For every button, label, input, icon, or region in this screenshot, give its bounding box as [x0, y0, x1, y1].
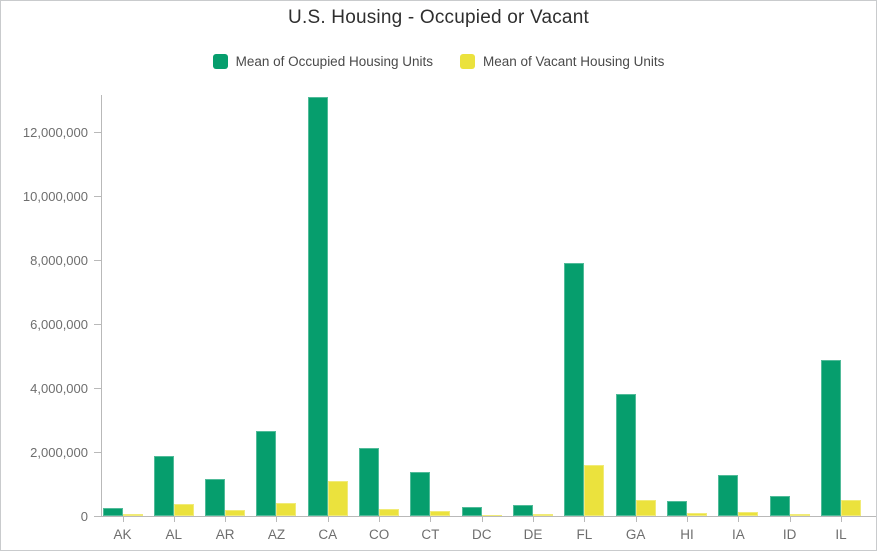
x-tick-label: FL [576, 527, 593, 542]
bar-vacant-AL[interactable] [173, 504, 194, 516]
bar-occupied-HI[interactable] [667, 501, 688, 516]
bar-vacant-AZ[interactable] [276, 503, 297, 516]
x-tick [327, 517, 329, 522]
x-axis-line [101, 516, 876, 517]
bar-occupied-DE[interactable] [513, 505, 534, 516]
occupied-swatch-icon [212, 54, 228, 69]
y-tick-label: 0 [80, 508, 88, 524]
y-tick-label: 6,000,000 [30, 316, 88, 332]
y-tick-label: 2,000,000 [30, 444, 88, 460]
x-tick [379, 517, 381, 522]
y-tick [94, 132, 101, 133]
x-tick-label: AZ [267, 527, 286, 542]
x-tick-label: AR [215, 527, 235, 542]
x-tick [533, 517, 535, 522]
x-tick [481, 517, 483, 522]
chart-title: U.S. Housing - Occupied or Vacant [288, 7, 589, 28]
x-tick [225, 517, 227, 522]
bar-occupied-AK[interactable] [102, 508, 123, 516]
bar-occupied-CT[interactable] [410, 472, 431, 516]
x-tick-label: AL [165, 527, 183, 542]
x-tick-label: CT [421, 527, 440, 542]
legend: Mean of Occupied Housing Units Mean of V… [1, 54, 876, 69]
x-tick [687, 517, 689, 522]
bar-occupied-GA[interactable] [615, 394, 636, 516]
bar-vacant-AR[interactable] [225, 510, 246, 516]
bar-occupied-CA[interactable] [307, 97, 328, 516]
bar-occupied-IL[interactable] [820, 360, 841, 516]
bar-occupied-AL[interactable] [153, 456, 174, 516]
bar-vacant-IL[interactable] [840, 500, 861, 516]
x-tick-label: IL [835, 527, 847, 542]
x-tick [173, 517, 175, 522]
x-tick-label: DE [523, 527, 543, 542]
bar-vacant-FL[interactable] [584, 465, 605, 516]
bar-vacant-DC[interactable] [481, 515, 502, 516]
x-tick-label: AK [113, 527, 132, 542]
bar-vacant-CA[interactable] [327, 481, 348, 516]
bar-occupied-AZ[interactable] [256, 431, 277, 516]
y-tick [94, 516, 101, 517]
bar-occupied-ID[interactable] [769, 496, 790, 516]
y-tick [94, 260, 101, 261]
x-tick-label: CO [368, 527, 390, 542]
x-tick-label: GA [625, 527, 646, 542]
bar-vacant-CT[interactable] [430, 511, 451, 516]
x-tick-label: HI [680, 527, 694, 542]
y-tick [94, 388, 101, 389]
bar-vacant-DE[interactable] [533, 514, 554, 516]
bar-vacant-AK[interactable] [122, 514, 143, 516]
bar-vacant-GA[interactable] [635, 500, 656, 516]
x-tick [122, 517, 124, 522]
x-tick [840, 517, 842, 522]
y-tick-label: 4,000,000 [30, 380, 88, 396]
y-axis-line [101, 95, 102, 517]
bar-vacant-IA[interactable] [738, 512, 759, 516]
bar-occupied-IA[interactable] [718, 475, 739, 516]
bar-vacant-ID[interactable] [789, 514, 810, 516]
y-tick-label: 10,000,000 [22, 188, 88, 204]
x-tick-label: DC [471, 527, 492, 542]
y-tick [94, 196, 101, 197]
bar-vacant-HI[interactable] [687, 513, 708, 516]
x-tick [635, 517, 637, 522]
x-tick [584, 517, 586, 522]
legend-label-vacant: Mean of Vacant Housing Units [483, 54, 665, 69]
y-tick-label: 12,000,000 [22, 124, 88, 140]
bar-occupied-AR[interactable] [205, 479, 226, 516]
x-tick [789, 517, 791, 522]
y-tick [94, 324, 101, 325]
x-tick-label: ID [782, 527, 797, 542]
bar-occupied-CO[interactable] [359, 448, 380, 516]
x-tick-label: IA [731, 527, 745, 542]
y-tick [94, 452, 101, 453]
y-tick-label: 8,000,000 [30, 252, 88, 268]
vacant-swatch-icon [460, 54, 475, 69]
legend-item-vacant[interactable]: Mean of Vacant Housing Units [460, 54, 664, 69]
x-tick [276, 517, 278, 522]
bar-occupied-FL[interactable] [564, 263, 585, 516]
x-tick [430, 517, 432, 522]
bar-vacant-CO[interactable] [379, 509, 400, 516]
legend-label-occupied: Mean of Occupied Housing Units [235, 54, 433, 69]
bar-occupied-DC[interactable] [461, 507, 482, 516]
legend-item-occupied[interactable]: Mean of Occupied Housing Units [212, 54, 433, 69]
x-tick [738, 517, 740, 522]
x-tick-label: CA [318, 527, 338, 542]
